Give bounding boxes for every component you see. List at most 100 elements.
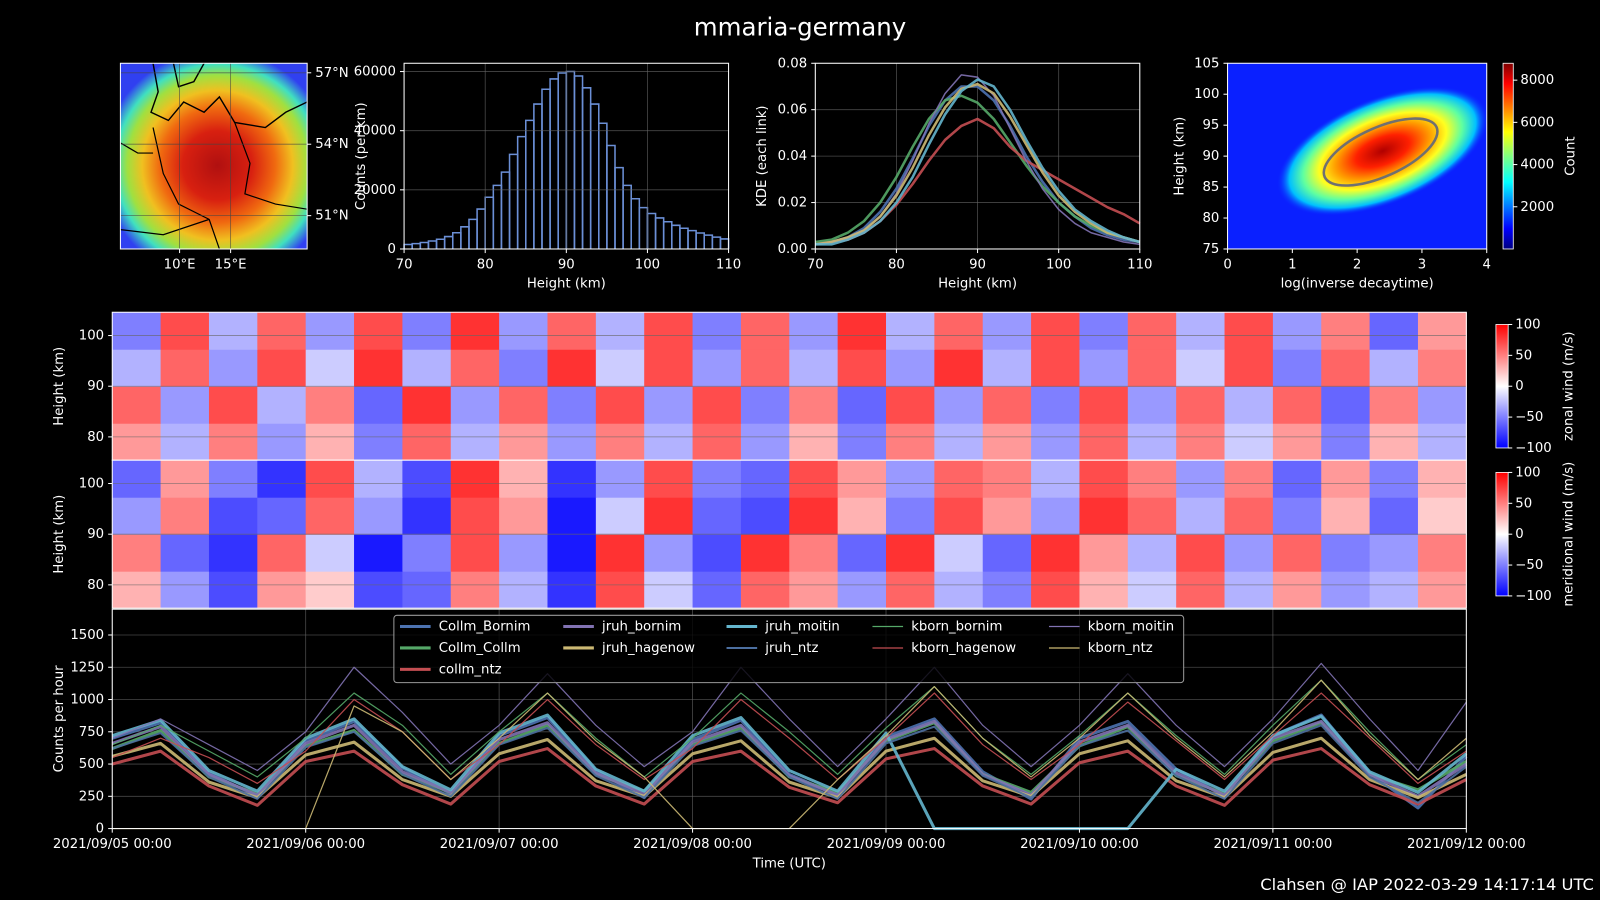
- panel: 0 1 2 3 4 75 80 85 90 95 100 105 log(inverse decayti…: [1173, 56, 1579, 291]
- x-axis-label: Height (km): [527, 277, 606, 292]
- density-background: [1227, 63, 1487, 249]
- heatmap-cell: [1176, 571, 1226, 609]
- axes-frame: [119, 62, 308, 250]
- heatmap-cell: [450, 460, 500, 498]
- histogram-step: [557, 72, 568, 249]
- heatmap-cell: [305, 497, 355, 535]
- heatmap-cell: [499, 386, 548, 424]
- heatmap-cell: [740, 460, 790, 498]
- heatmap-cell: [982, 386, 1032, 424]
- histogram-step: [508, 153, 519, 249]
- heatmap-cell: [257, 423, 307, 461]
- heatmap-cell: [1079, 534, 1129, 572]
- heatmap-cell: [1272, 571, 1322, 609]
- heatmap-cell: [112, 460, 162, 498]
- heatmap-cell: [595, 571, 645, 609]
- heatmap-cell: [1369, 497, 1419, 535]
- heatmap-cell: [1127, 423, 1177, 461]
- heatmap-cell: [160, 497, 210, 535]
- heatmap-cell: [1417, 534, 1467, 572]
- y-tick-label: 1000: [70, 693, 104, 708]
- histogram-step: [451, 231, 462, 249]
- panel: 70 80 90 100 110 0.00 0.02 0.04 0.06 0.08 Height (…: [755, 56, 1152, 291]
- heatmap-cell: [499, 534, 548, 572]
- y-tick-label: 54°N: [315, 137, 348, 152]
- heatmap-cell: [692, 534, 742, 572]
- histogram-step: [516, 135, 527, 249]
- heatmap-cell: [402, 349, 452, 387]
- y-tick-label: 500: [79, 757, 104, 772]
- series-line: [112, 662, 1467, 772]
- histogram-step: [614, 166, 624, 249]
- heatmap-cell: [499, 497, 548, 535]
- heatmap-cell: [305, 349, 355, 387]
- heatmap-cell: [692, 460, 742, 498]
- histogram-step: [476, 208, 486, 249]
- heatmap-cell: [402, 534, 452, 572]
- x-tick-label: 4: [1483, 257, 1491, 272]
- heatmap-cell: [886, 349, 935, 387]
- heatmap-cell: [886, 312, 935, 350]
- heatmap-cell: [1031, 460, 1080, 498]
- y-tick-label: 51°N: [315, 209, 348, 224]
- x-tick-label: 80: [888, 257, 905, 272]
- y-axis-label: Height (km): [1173, 117, 1188, 196]
- heatmap-cell: [1176, 312, 1226, 350]
- heatmap-cell: [1031, 386, 1080, 424]
- heatmap-cell: [1176, 534, 1226, 572]
- heatmap-cell: [886, 534, 935, 572]
- y-tick-label: 80: [87, 430, 104, 445]
- heatmap-cell: [1127, 349, 1177, 387]
- heatmap-cell: [499, 423, 548, 461]
- x-tick-label: 110: [716, 257, 741, 272]
- heatmap-cell: [450, 534, 500, 572]
- heatmap-cell: [354, 497, 403, 535]
- x-tick-label: 100: [635, 257, 660, 272]
- x-tick-label: 3: [1418, 257, 1426, 272]
- histogram-step: [525, 119, 535, 249]
- heatmap-cell: [595, 497, 645, 535]
- heatmap-cell: [837, 534, 887, 572]
- heatmap-cell: [402, 423, 452, 461]
- heatmap-cell: [1031, 571, 1080, 609]
- figure-title: mmaria-germany: [694, 13, 906, 42]
- heatmap-cell: [1417, 423, 1467, 461]
- heatmap-cell: [402, 312, 452, 350]
- heatmap-cell: [1321, 386, 1371, 424]
- histogram-step: [671, 224, 681, 249]
- heatmap-cell: [1031, 312, 1080, 350]
- heatmap-cell: [208, 312, 258, 350]
- y-tick-label: 0.08: [778, 56, 808, 71]
- y-axis-label: Height (km): [52, 495, 67, 574]
- y-axis-label: Height (km): [52, 347, 67, 426]
- heatmap-cell: [740, 534, 790, 572]
- footer: Clahsen @ IAP 2022-03-29 14:17:14 UTC: [1260, 875, 1594, 894]
- heatmap-cell: [1272, 423, 1322, 461]
- histogram-step: [549, 78, 559, 249]
- heatmap-cell: [837, 349, 887, 387]
- y-tick-label: 250: [79, 789, 104, 804]
- heatmap-cell: [547, 312, 597, 350]
- heatmap-cell: [1031, 423, 1080, 461]
- heatmap-cell: [450, 349, 500, 387]
- y-tick-label: 0.06: [778, 103, 808, 118]
- y-tick-label: 20000: [354, 183, 396, 198]
- x-tick-label: 80: [477, 257, 494, 272]
- heatmap-cell: [692, 571, 742, 609]
- heatmap-cell: [1224, 497, 1274, 535]
- histogram-step: [427, 240, 438, 249]
- heatmap-cell: [354, 534, 403, 572]
- heatmap-cell: [934, 386, 984, 424]
- heatmap-cell: [789, 571, 839, 609]
- heatmap-cell: [1127, 312, 1177, 350]
- heatmap-cell: [644, 571, 694, 609]
- series-line: [112, 679, 1467, 781]
- y-axis-label: KDE (each link): [755, 105, 770, 206]
- heatmap-cell: [1176, 349, 1226, 387]
- x-tick-label: 2021/09/07 00:00: [440, 837, 559, 852]
- heatmap-cell: [354, 386, 403, 424]
- colorbar-tick-label: 8000: [1520, 73, 1554, 88]
- heatmap-cell: [644, 497, 694, 535]
- heatmap-cell: [354, 460, 403, 498]
- heatmap-cell: [1369, 571, 1419, 609]
